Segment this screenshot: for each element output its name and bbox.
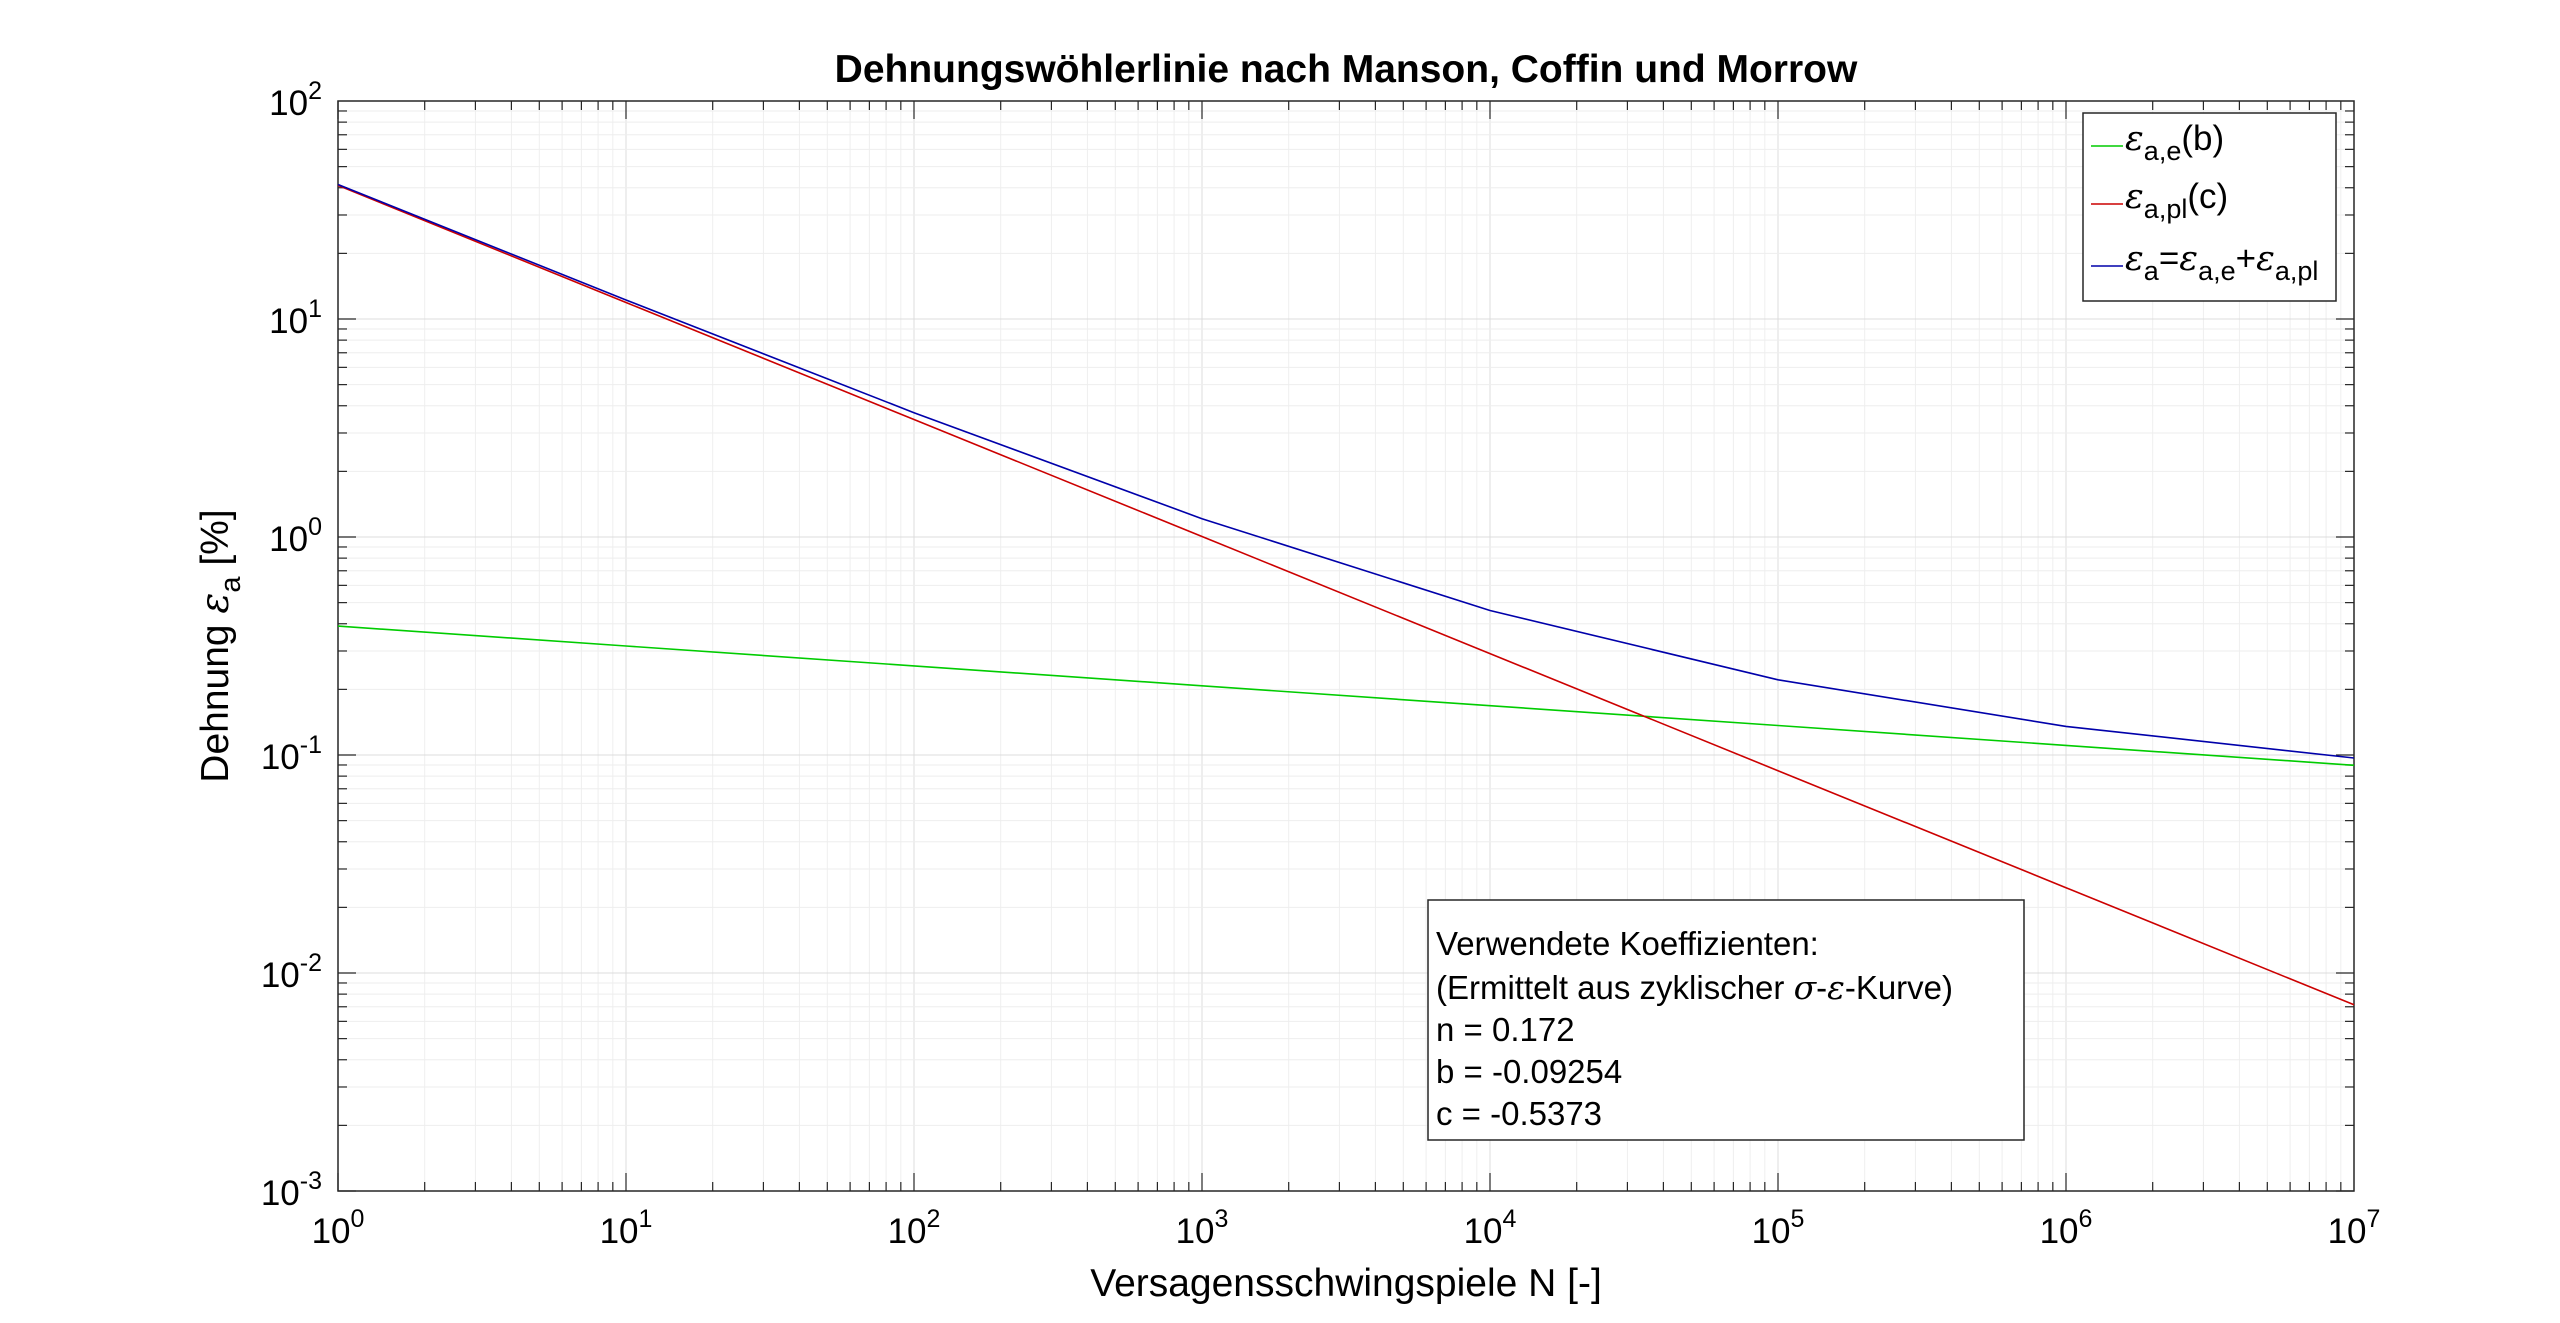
- x-tick-label: 102: [888, 1205, 941, 1251]
- y-tick-label: 101: [269, 295, 322, 341]
- legend-total-sub: a: [2144, 256, 2160, 286]
- annotation-line-2-pre: (Ermittelt aus zyklischer: [1436, 969, 1794, 1006]
- x-tick-labels: 100 101 102 103 104 105 106 107: [312, 1205, 2381, 1251]
- x-tick-label: 107: [2328, 1205, 2381, 1251]
- x-axis-label: Versagensschwingspiele N [-]: [1090, 1262, 1602, 1305]
- annotation-line-3: n = 0.172: [1436, 1011, 1575, 1048]
- chart-title: Dehnungswöhlerlinie nach Manson, Coffin …: [835, 48, 1858, 91]
- legend-entry-plastic: εa,pl(c): [2091, 177, 2228, 224]
- y-tick-label: 10-1: [261, 731, 322, 777]
- annotation-epsilon-symbol: ε: [1827, 968, 1845, 1007]
- legend-total-symbol3: ε: [2256, 239, 2275, 279]
- y-axis-label-sub: a: [215, 576, 247, 593]
- x-tick-label: 100: [312, 1205, 365, 1251]
- y-axis-label-symbol: ε: [193, 593, 238, 614]
- annotation-line-5: c = -0.5373: [1436, 1095, 1602, 1132]
- x-tick-label: 104: [1464, 1205, 1517, 1251]
- legend-total-eq: =: [2159, 239, 2179, 278]
- annotation-line-1: Verwendete Koeffizienten:: [1436, 925, 1819, 962]
- legend: εa,e(b) εa,pl(c) εa=εa,e+εa,pl: [2082, 112, 2337, 302]
- y-tick-labels: 10-3 10-2 10-1 100 101 102: [261, 77, 322, 1213]
- legend-entry-total: εa=εa,e+εa,pl: [2091, 239, 2318, 286]
- y-axis-label-main: Dehnung: [194, 614, 237, 783]
- series: [337, 183, 2355, 1006]
- annotation-line-2-dash: -: [1816, 969, 1827, 1006]
- legend-plastic-rest: (c): [2187, 177, 2228, 216]
- annotation-line-2-post: -Kurve): [1845, 969, 1953, 1006]
- legend-elastic-sub: a,e: [2144, 136, 2182, 166]
- legend-plastic-sub: a,pl: [2144, 194, 2188, 224]
- legend-elastic-rest: (b): [2181, 119, 2224, 158]
- grid: [337, 101, 2354, 1192]
- plot-area-frame: [337, 100, 2355, 1192]
- legend-total-symbol2: ε: [2179, 239, 2198, 279]
- legend-box: [2082, 112, 2337, 302]
- legend-label-elastic: εa,e(b): [2125, 119, 2224, 166]
- annotation-line-2: (Ermittelt aus zyklischer σ-ε-Kurve): [1436, 968, 1953, 1007]
- series-line-total: [337, 183, 2355, 759]
- legend-plastic-symbol: ε: [2125, 177, 2144, 217]
- y-tick-label: 100: [269, 513, 322, 559]
- legend-total-sub2: a,e: [2198, 256, 2236, 286]
- x-tick-label: 103: [1176, 1205, 1229, 1251]
- legend-total-symbol: ε: [2125, 239, 2144, 279]
- legend-entry-elastic: εa,e(b): [2091, 119, 2224, 166]
- y-tick-label: 10-2: [261, 949, 322, 995]
- series-line-plastic: [337, 184, 2355, 1006]
- y-tick-label: 102: [269, 77, 322, 123]
- tick-marks: [337, 101, 2354, 1192]
- x-tick-label: 106: [2040, 1205, 2093, 1251]
- x-tick-label: 101: [600, 1205, 653, 1251]
- y-tick-label: 10-3: [261, 1167, 322, 1213]
- legend-total-sub3: a,pl: [2275, 256, 2319, 286]
- annotation-sigma-symbol: σ: [1794, 968, 1818, 1007]
- legend-elastic-symbol: ε: [2125, 119, 2144, 159]
- y-axis-label: Dehnung εa [%]: [193, 509, 247, 782]
- annotation-line-4: b = -0.09254: [1436, 1053, 1622, 1090]
- legend-total-plus: +: [2236, 239, 2256, 278]
- y-axis-label-unit: [%]: [194, 509, 237, 576]
- coefficients-annotation: Verwendete Koeffizienten: (Ermittelt aus…: [1427, 899, 2025, 1141]
- x-tick-label: 105: [1752, 1205, 1805, 1251]
- legend-label-total: εa=εa,e+εa,pl: [2125, 239, 2318, 286]
- legend-label-plastic: εa,pl(c): [2125, 177, 2228, 224]
- series-line-elastic: [337, 625, 2355, 767]
- annotation-box: [1427, 899, 2025, 1141]
